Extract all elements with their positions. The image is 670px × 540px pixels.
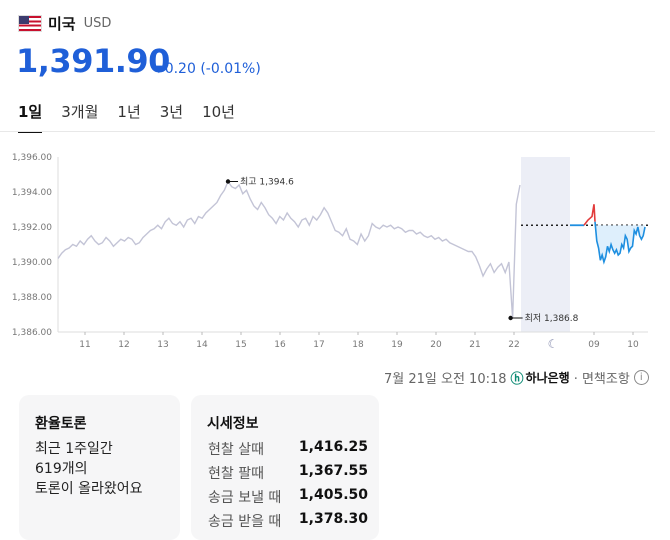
forum-line-1: 최근 1주일간 xyxy=(35,441,113,457)
x-tick-label: 14 xyxy=(196,340,208,350)
live-down-line xyxy=(594,221,646,265)
moon-icon: ☾ xyxy=(548,337,559,351)
x-tick-label: 11 xyxy=(79,340,90,350)
hana-logo-text: 하나은행 xyxy=(525,371,570,385)
forum-title: 환율토론 xyxy=(35,416,87,432)
rate-row-cash-sell: 현찰 팔때 1,367.55 xyxy=(208,463,368,487)
current-price: 1,391.90 xyxy=(16,42,170,80)
forum-line-2: 619개의 xyxy=(35,461,88,477)
x-tick-label: 19 xyxy=(391,340,403,350)
live-down-fill xyxy=(595,221,645,262)
night-band xyxy=(521,157,570,332)
x-tick-label: 20 xyxy=(430,340,442,350)
tab-divider xyxy=(0,131,655,132)
rate-label: 현찰 팔때 xyxy=(208,466,264,482)
x-tick-label: 13 xyxy=(157,340,168,350)
price-change-value: 0.20 (-0.01%) xyxy=(164,61,261,77)
x-tick-label: 18 xyxy=(352,340,364,350)
disclaimer-link[interactable]: · 면책조항 xyxy=(573,372,630,387)
forum-summary: 최근 1주일간 619개의 토론이 올라왔어요 xyxy=(35,439,143,499)
y-tick-label: 1,392.00 xyxy=(12,223,52,233)
rate-row-receive: 송금 받을 때 1,378.30 xyxy=(208,511,368,535)
down-triangle-icon: ▼ xyxy=(155,63,163,75)
low-marker xyxy=(508,315,513,321)
history-series-line xyxy=(57,180,521,319)
x-tick-label: 10 xyxy=(627,340,639,350)
tab-3m[interactable]: 3개월 xyxy=(61,103,99,121)
forum-card[interactable]: 환율토론 최근 1주일간 619개의 토론이 올라왔어요 xyxy=(19,395,180,540)
rate-label: 현찰 살때 xyxy=(208,442,264,458)
hana-logo-icon: ⓗ xyxy=(510,372,524,387)
rate-info-card: 시세정보 현찰 살때 1,416.25 현찰 팔때 1,367.55 송금 보낼… xyxy=(191,395,379,540)
x-tick-label: 15 xyxy=(235,340,246,350)
tab-10y[interactable]: 10년 xyxy=(202,103,235,121)
rate-value: 1,378.30 xyxy=(298,511,368,527)
y-tick-label: 1,386.00 xyxy=(12,328,52,338)
tab-1y[interactable]: 1년 xyxy=(117,103,141,121)
x-tick-label: 12 xyxy=(118,340,129,350)
high-label: 최고 1,394.6 xyxy=(240,177,294,188)
y-tick-label: 1,390.00 xyxy=(12,258,52,268)
exchange-rate-chart[interactable]: 1,396.00 1,394.00 1,392.00 1,390.00 1,388.00… xyxy=(0,140,660,362)
y-tick-label: 1,388.00 xyxy=(12,293,52,303)
rate-table: 현찰 살때 1,416.25 현찰 팔때 1,367.55 송금 보낼 때 1,… xyxy=(208,439,368,535)
rate-row-send: 송금 보낼 때 1,405.50 xyxy=(208,487,368,511)
hana-bank-logo: ⓗ 하나은행 xyxy=(511,368,570,387)
rate-label: 송금 보낼 때 xyxy=(208,490,282,506)
country-name: 미국 xyxy=(48,15,76,33)
us-flag-icon xyxy=(18,15,42,32)
x-tick-label: 22 xyxy=(508,340,519,350)
rate-value: 1,367.55 xyxy=(298,463,368,479)
low-label: 최저 1,386.8 xyxy=(525,313,579,324)
rate-row-cash-buy: 현찰 살때 1,416.25 xyxy=(208,439,368,463)
rate-info-title: 시세정보 xyxy=(207,416,259,432)
x-tick-label: 21 xyxy=(469,340,480,350)
rate-label: 송금 받을 때 xyxy=(208,514,282,530)
tab-1d[interactable]: 1일 xyxy=(18,101,43,133)
x-tick-label: 09 xyxy=(588,340,600,350)
x-tick-label: 17 xyxy=(313,340,324,350)
y-tick-label: 1,396.00 xyxy=(12,153,52,163)
rate-value: 1,405.50 xyxy=(298,487,368,503)
currency-code: USD xyxy=(83,16,112,31)
currency-header: 미국 USD xyxy=(18,13,111,34)
data-source: 7월 21일 오전 10:18 ⓗ 하나은행 · 면책조항 i xyxy=(384,368,649,387)
x-tick-label: 16 xyxy=(274,340,286,350)
y-tick-label: 1,394.00 xyxy=(12,188,52,198)
info-icon[interactable]: i xyxy=(633,370,649,385)
tab-3y[interactable]: 3년 xyxy=(159,103,184,121)
live-up-line xyxy=(583,204,596,226)
forum-line-3: 토론이 올라왔어요 xyxy=(35,481,143,497)
price-change: ▼ 0.20 (-0.01%) xyxy=(155,61,261,77)
period-tabs: 1일 3개월 1년 3년 10년 xyxy=(18,101,254,133)
rate-value: 1,416.25 xyxy=(298,439,368,455)
update-timestamp: 7월 21일 오전 10:18 xyxy=(384,372,507,387)
